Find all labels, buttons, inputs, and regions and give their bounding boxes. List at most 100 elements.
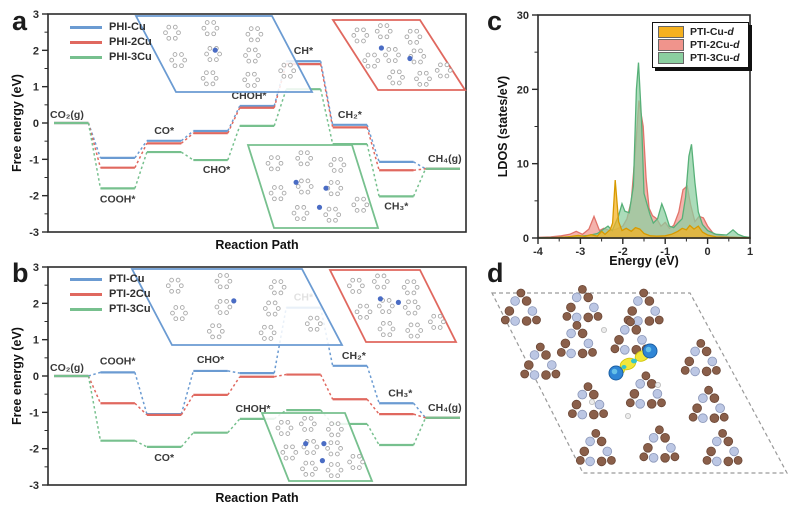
carbon-atom [723,456,734,467]
inset-atom [357,315,363,320]
y-tick-label: 2 [33,298,39,310]
inset-atom [280,450,286,455]
inset-atom [364,315,370,320]
inset-atom [408,322,414,328]
inset-atom [204,70,209,76]
ldos-area-PTI-Cu-d [537,179,751,239]
inset-atom [281,190,287,196]
inset-atom [386,47,392,52]
y-tick-label: 30 [517,10,529,22]
ldos-area-PTI-3Cu-d [537,62,751,239]
inset-atom [438,73,443,79]
inset-atom [325,446,330,451]
step-label: CO₂(g) [50,362,84,374]
inset-atom [224,273,230,278]
inset-atom [351,202,357,208]
nitrogen-atom [529,370,540,380]
nitrogen-atom [648,432,659,443]
inset-atom [387,321,393,326]
inset-atom [431,325,437,330]
inset-atom [328,451,334,457]
inset-atom [405,279,410,285]
inset-atom [421,54,427,59]
inset-atom [338,467,344,473]
inset-atom [176,30,181,36]
nitrogen-atom [602,446,613,457]
step-label: CH₃* [384,200,409,212]
carbon-atom [577,328,588,339]
nitrogen-atom [619,344,630,355]
carbon-atom [641,371,651,381]
inset-atom [317,321,323,327]
carbon-atom [599,409,608,419]
inset-atom [308,184,314,189]
inset-copper-atom [323,185,329,191]
inset-atom [401,284,407,290]
inset-atom [308,315,313,321]
inset-atom [201,25,207,31]
carbon-atom [556,347,566,357]
step-label: CO* [154,125,175,137]
inset-atom [294,205,300,210]
inset-atom [298,421,304,427]
inset-atom [387,28,393,34]
inset-atom [335,473,341,479]
inset-atom [291,68,297,74]
inset-atom [378,23,383,28]
inset-atom [216,334,222,340]
inset-b-red [328,269,458,343]
step-label: CH₄(g) [428,153,462,165]
inset-atom [172,35,178,41]
inset-atom [406,299,411,305]
inset-atom [328,462,334,467]
inset-atom [414,28,420,34]
inset-atom [406,310,411,316]
inset-atom [298,150,304,156]
inset-atom [314,315,320,321]
inset-atom [418,59,423,65]
connector [319,64,334,128]
connector [180,151,194,161]
inset-atom [172,63,178,69]
inset-atom [417,70,423,76]
step-label: CH₃* [388,387,413,399]
inset-atom [378,34,383,40]
inset-atom [252,71,257,77]
carbon-atom [579,446,590,457]
y-tick-label: 3 [33,9,39,21]
connector [134,140,148,159]
inset-atom [204,20,210,25]
inset-atom [387,75,392,80]
inset-atom [360,283,365,289]
inset-atom [288,73,293,79]
carbon-atom [588,409,599,420]
legend-label: PHI-Cu [109,21,146,33]
inset-atom [328,473,334,479]
inset-atom [365,52,371,58]
nitrogen-atom [698,393,708,404]
inset-atom [338,185,344,191]
inset-atom [375,58,381,63]
inset-atom [214,278,220,284]
inset-atom [305,178,311,184]
inset-atom [371,279,377,284]
inset-atom [245,83,251,88]
inset-atom [405,290,410,296]
inset-atom [301,216,307,222]
inset-atom [242,77,248,83]
connector [274,373,287,378]
inset-atom [272,300,278,306]
inset-atom [331,156,337,162]
inset-atom [217,273,223,278]
nitrogen-atom [583,338,594,349]
inset-atom [281,284,287,290]
inset-atom [357,303,363,309]
inset-atom [219,328,225,334]
inset-atom [329,421,334,427]
inset-atom [364,303,370,309]
inset-atom [246,58,252,64]
inset-b-blue-border [130,268,344,346]
inset-atom [243,53,248,58]
inset-atom [392,47,398,52]
